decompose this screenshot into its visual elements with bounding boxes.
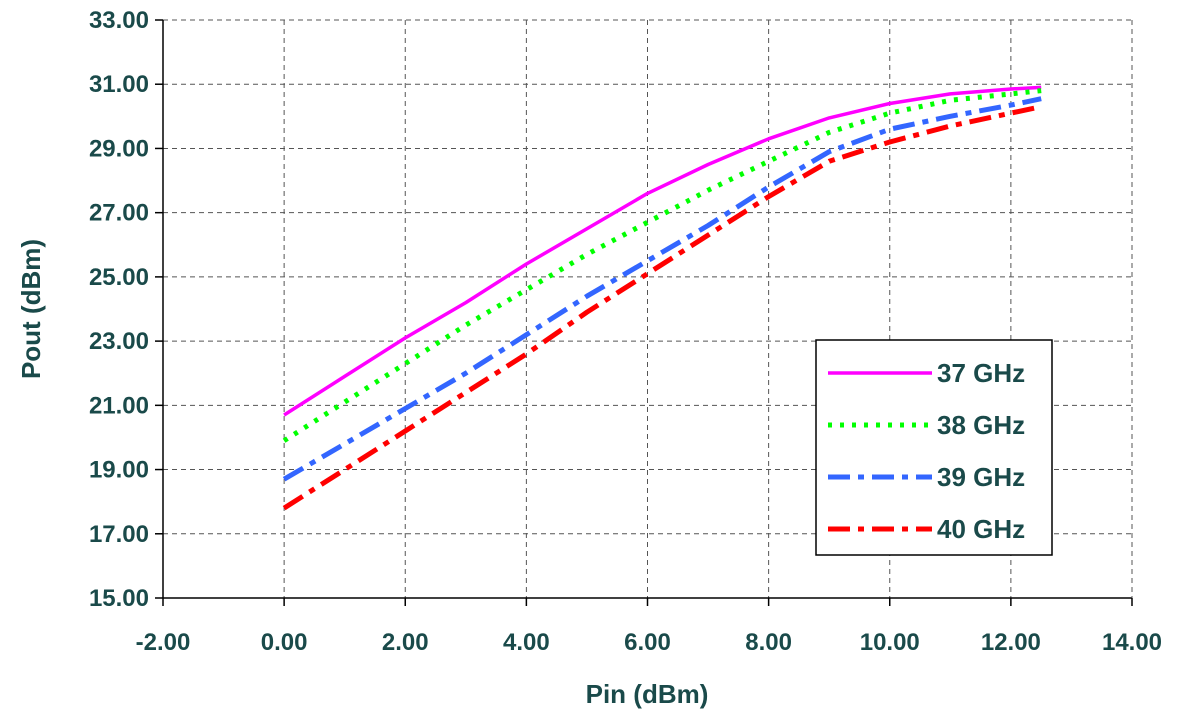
legend-box [815,339,1053,556]
y-axis-title: Pout (dBm) [16,239,46,379]
x-tick-label: 12.00 [981,629,1041,656]
grid [163,19,1132,598]
y-tick-label: 19.00 [89,457,149,484]
y-tick-label: 33.00 [89,7,149,34]
axes [155,19,1133,606]
x-axis-title: Pin (dBm) [586,679,709,709]
series-lines [282,85,1042,511]
x-tick-label: 0.00 [261,629,308,656]
legend-label: 39 GHz [937,462,1025,492]
legend-label: 37 GHz [937,358,1025,388]
y-tick-label: 23.00 [89,328,149,355]
y-tick-label: 27.00 [89,200,149,227]
x-tick-label: 6.00 [624,629,671,656]
x-tick-label: 2.00 [382,629,429,656]
series-line-40-ghz [282,104,1042,511]
x-tick-label: 10.00 [860,629,920,656]
series-line-37-ghz [283,85,1042,417]
x-tick-label: 8.00 [745,629,792,656]
y-tick-label: 15.00 [89,585,149,612]
y-tick-label: 21.00 [89,392,149,419]
legend: 37 GHz 38 GHz 39 GHz 40 GHz [815,339,1053,556]
series-line-38-ghz [282,88,1042,443]
x-tick-label: 4.00 [503,629,550,656]
y-tick-label: 17.00 [89,521,149,548]
y-tick-labels: 15.00 17.00 19.00 21.00 23.00 25.00 27.00 29.00… [89,7,149,612]
x-tick-label: 14.00 [1102,629,1162,656]
x-tick-label: -2.00 [136,629,191,656]
legend-label: 40 GHz [937,514,1025,544]
y-tick-label: 31.00 [89,71,149,98]
x-tick-labels: -2.00 0.00 2.00 4.00 6.00 8.00 10.00 12.00 14.00 [136,629,1162,656]
legend-label: 38 GHz [937,410,1025,440]
series-line-39-ghz [282,96,1042,482]
y-tick-label: 25.00 [89,264,149,291]
y-tick-label: 29.00 [89,135,149,162]
